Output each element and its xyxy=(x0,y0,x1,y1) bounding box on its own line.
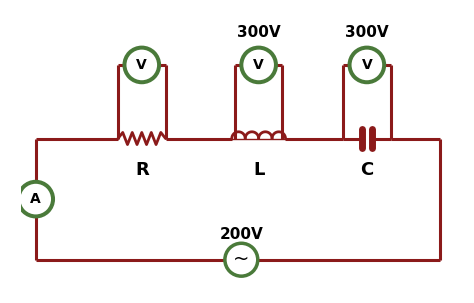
Text: ~: ~ xyxy=(233,250,249,269)
Text: 200V: 200V xyxy=(219,227,263,241)
Text: R: R xyxy=(135,161,149,179)
Circle shape xyxy=(18,182,53,216)
Text: L: L xyxy=(253,161,264,179)
Circle shape xyxy=(225,243,258,276)
Circle shape xyxy=(349,48,384,82)
Text: V: V xyxy=(362,58,372,72)
Text: V: V xyxy=(253,58,264,72)
Circle shape xyxy=(125,48,159,82)
Text: 300V: 300V xyxy=(345,25,389,40)
Text: A: A xyxy=(30,192,41,206)
Text: C: C xyxy=(360,161,374,179)
Circle shape xyxy=(241,48,276,82)
Text: V: V xyxy=(137,58,147,72)
Text: 300V: 300V xyxy=(237,25,281,40)
